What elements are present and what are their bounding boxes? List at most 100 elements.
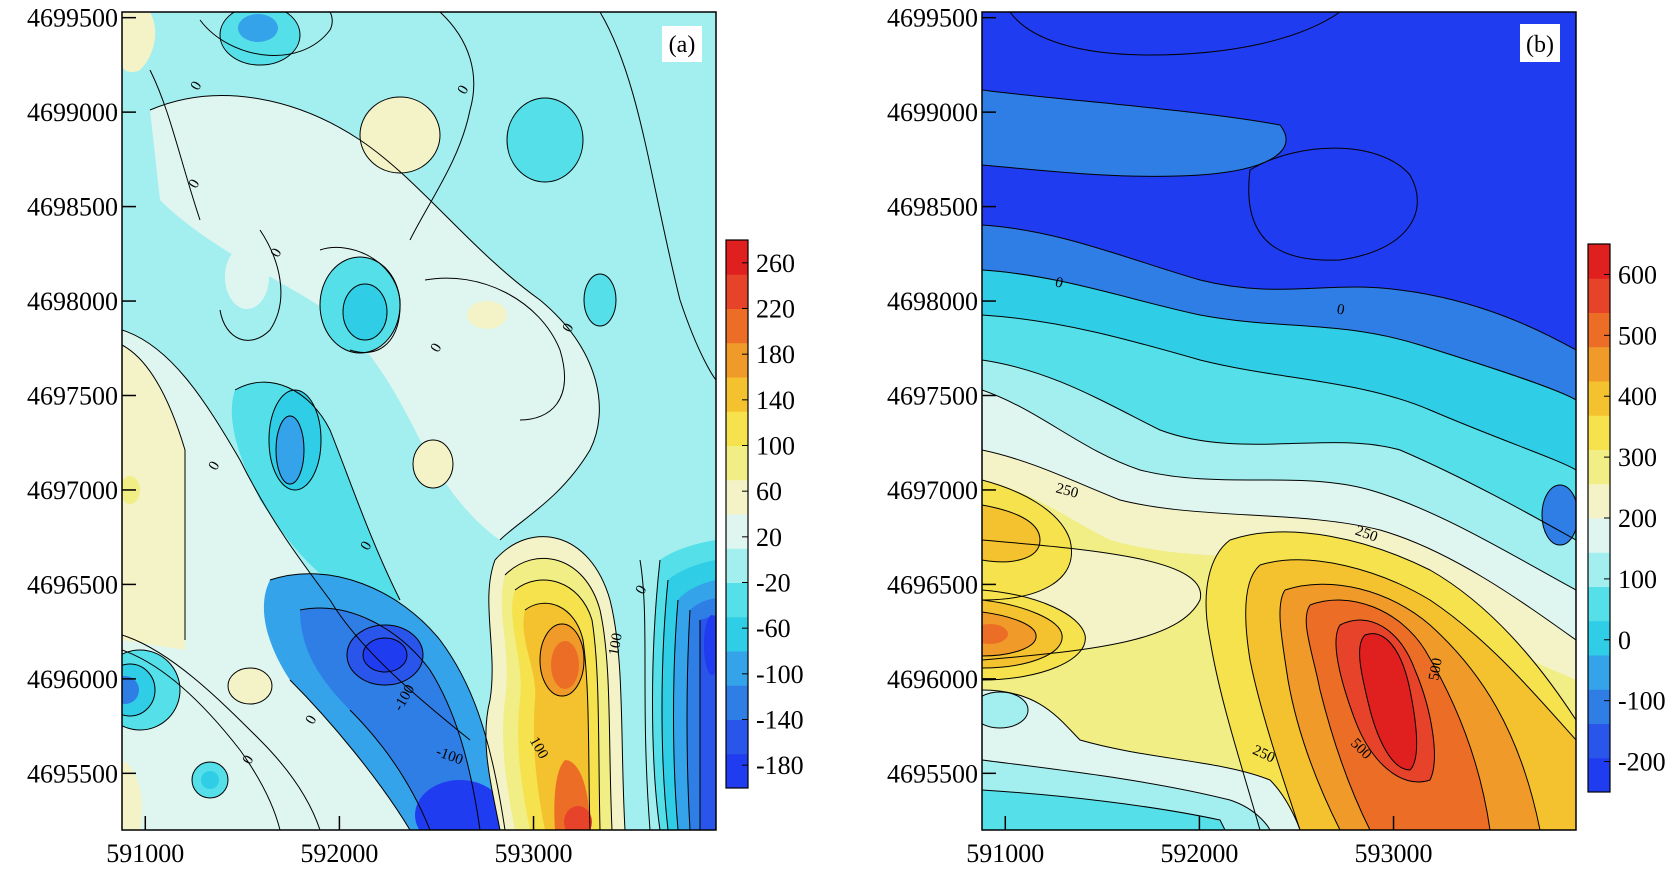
panel-label-b-bg	[1520, 24, 1560, 62]
y-tick-label: 4699500	[27, 4, 118, 33]
panel-a: 0 0 0 0 0 0 0 0 0 0 0 100 100 -100 -100 …	[27, 4, 804, 868]
colorbar-segment	[726, 719, 748, 755]
contour-lines-a	[122, 12, 716, 830]
x-tick-label: 593000	[1355, 839, 1433, 868]
colorbar-segment	[726, 445, 748, 481]
axes-a: 591000 592000 593000 4695500 4696000 4696500 4…	[27, 4, 573, 868]
colorbar-a: 260 220 180 140 100 60 20 -20 -60 -100 -140 -180	[725, 239, 804, 789]
region-a-bl-cyan4	[201, 771, 219, 789]
y-tick-label: 4699000	[887, 98, 978, 127]
panel-b: 0 0 250 250 250 500 500 (b) 591000 592000…	[887, 4, 1666, 868]
y-tick-label: 4696000	[27, 665, 118, 694]
y-tick-label: 4698500	[887, 193, 978, 222]
colorbar-segment	[726, 479, 748, 515]
x-tick-label: 592000	[1160, 839, 1238, 868]
colorbar-segment	[726, 548, 748, 583]
y-tick-label: 4697000	[887, 476, 978, 505]
colorbar-tick-label: -100	[756, 660, 804, 689]
region-a-bl-yellow2	[122, 760, 142, 830]
colorbar-segment	[726, 616, 748, 652]
region-a-low-mid	[300, 608, 480, 830]
colorbar-segment	[1588, 723, 1610, 759]
colorbar-segment	[726, 377, 748, 412]
colorbar-tick-label: 400	[1618, 382, 1657, 411]
y-tick-label: 4696500	[27, 570, 118, 599]
x-tick-label: 591000	[106, 839, 184, 868]
y-tick-label: 4698000	[27, 287, 118, 316]
region-a-cyan-center2	[343, 284, 387, 340]
y-tick-label: 4699500	[887, 4, 978, 33]
colorbar-tick-label: 100	[756, 432, 795, 461]
contour-label-b: 0	[1053, 274, 1064, 291]
y-tick-label: 4696000	[887, 665, 978, 694]
y-tick-label: 4698000	[887, 287, 978, 316]
colorbar-segment	[1588, 244, 1610, 279]
y-tick-label: 4697000	[27, 476, 118, 505]
colorbar-segment	[1588, 757, 1610, 793]
colorbar-segment	[726, 342, 748, 378]
x-tick-label: 591000	[966, 839, 1044, 868]
colorbar-b: 600 500 400 300 200 100 0 -100 -200	[1587, 243, 1666, 793]
colorbar-tick-label: 220	[756, 295, 795, 324]
y-tick-label: 4696500	[887, 570, 978, 599]
colorbar-segment	[1588, 415, 1610, 450]
colorbar-tick-label: 140	[756, 386, 795, 415]
colorbar-tick-label: 200	[1618, 504, 1657, 533]
region-a-cyan-right	[507, 98, 583, 182]
colorbar-segment	[726, 240, 748, 275]
colorbar-segment	[1588, 518, 1610, 553]
panel-label-b: (b)	[1520, 24, 1560, 62]
colorbar-tick-label: 60	[756, 477, 782, 506]
region-b-right-blue	[1542, 485, 1576, 545]
colorbar-tick-label: -180	[756, 751, 804, 780]
region-a-blue-top	[238, 14, 278, 42]
plot-frame-a	[121, 11, 717, 831]
region-a-yellow-top	[360, 97, 440, 173]
colorbar-tick-label: -100	[1618, 687, 1666, 716]
colorbar-segment	[1588, 655, 1610, 690]
colorbar-tick-label: -200	[1618, 748, 1666, 777]
region-a-hot-6	[551, 641, 579, 689]
contour-label-b: 250	[1054, 480, 1080, 501]
axes-b: 591000 592000 593000 4695500 4696000 4696500 4…	[887, 4, 1433, 868]
colorbar-segment	[1588, 449, 1610, 485]
colorbar-tick-label: 100	[1618, 565, 1657, 594]
colorbar-tick-label: 180	[756, 340, 795, 369]
region-b-bottom-4	[982, 692, 1028, 728]
region-a-bl-blue	[122, 676, 139, 704]
colorbar-segment	[726, 274, 748, 309]
region-a-right-6	[704, 615, 716, 675]
colorbar-segment	[726, 308, 748, 344]
colorbar-segment	[1588, 381, 1610, 416]
region-b-left-6	[982, 624, 1008, 644]
y-tick-label: 4695500	[887, 759, 978, 788]
panel-b-field: 0 0 250 250 250 500 500	[982, 12, 1576, 830]
colorbar-segment	[1588, 483, 1610, 519]
colorbar-segment	[1588, 586, 1610, 622]
y-tick-label: 4697500	[27, 381, 118, 410]
region-a-light-patch	[225, 245, 269, 309]
colorbar-segment	[1588, 312, 1610, 348]
region-a-low-bottom	[415, 780, 505, 830]
colorbar-tick-label: 500	[1618, 321, 1657, 350]
colorbar-tick-label: -20	[756, 569, 791, 598]
region-b-bottom-3	[982, 790, 1225, 830]
colorbar-tick-label: 600	[1618, 260, 1657, 289]
contour-label-b: 500	[1426, 657, 1446, 682]
contour-label-b: 250	[1353, 523, 1380, 546]
colorbar-segment	[1588, 278, 1610, 313]
contour-label-b: 0	[1336, 302, 1346, 319]
colorbar-segment	[1588, 552, 1610, 587]
region-a-hot-8	[564, 806, 592, 830]
region-b-left-5	[982, 612, 1037, 656]
colorbar-tick-label: 300	[1618, 443, 1657, 472]
colorbar-segment	[1588, 689, 1610, 724]
colorbar-segment	[1588, 620, 1610, 656]
colorbar-segment	[726, 514, 748, 549]
region-a-low-core	[363, 638, 407, 672]
region-a-yellow-mid	[467, 301, 507, 329]
region-a-yellow-mid2	[413, 440, 453, 488]
colorbar-tick-label: 0	[1618, 626, 1631, 655]
colorbar-frame	[725, 239, 749, 789]
